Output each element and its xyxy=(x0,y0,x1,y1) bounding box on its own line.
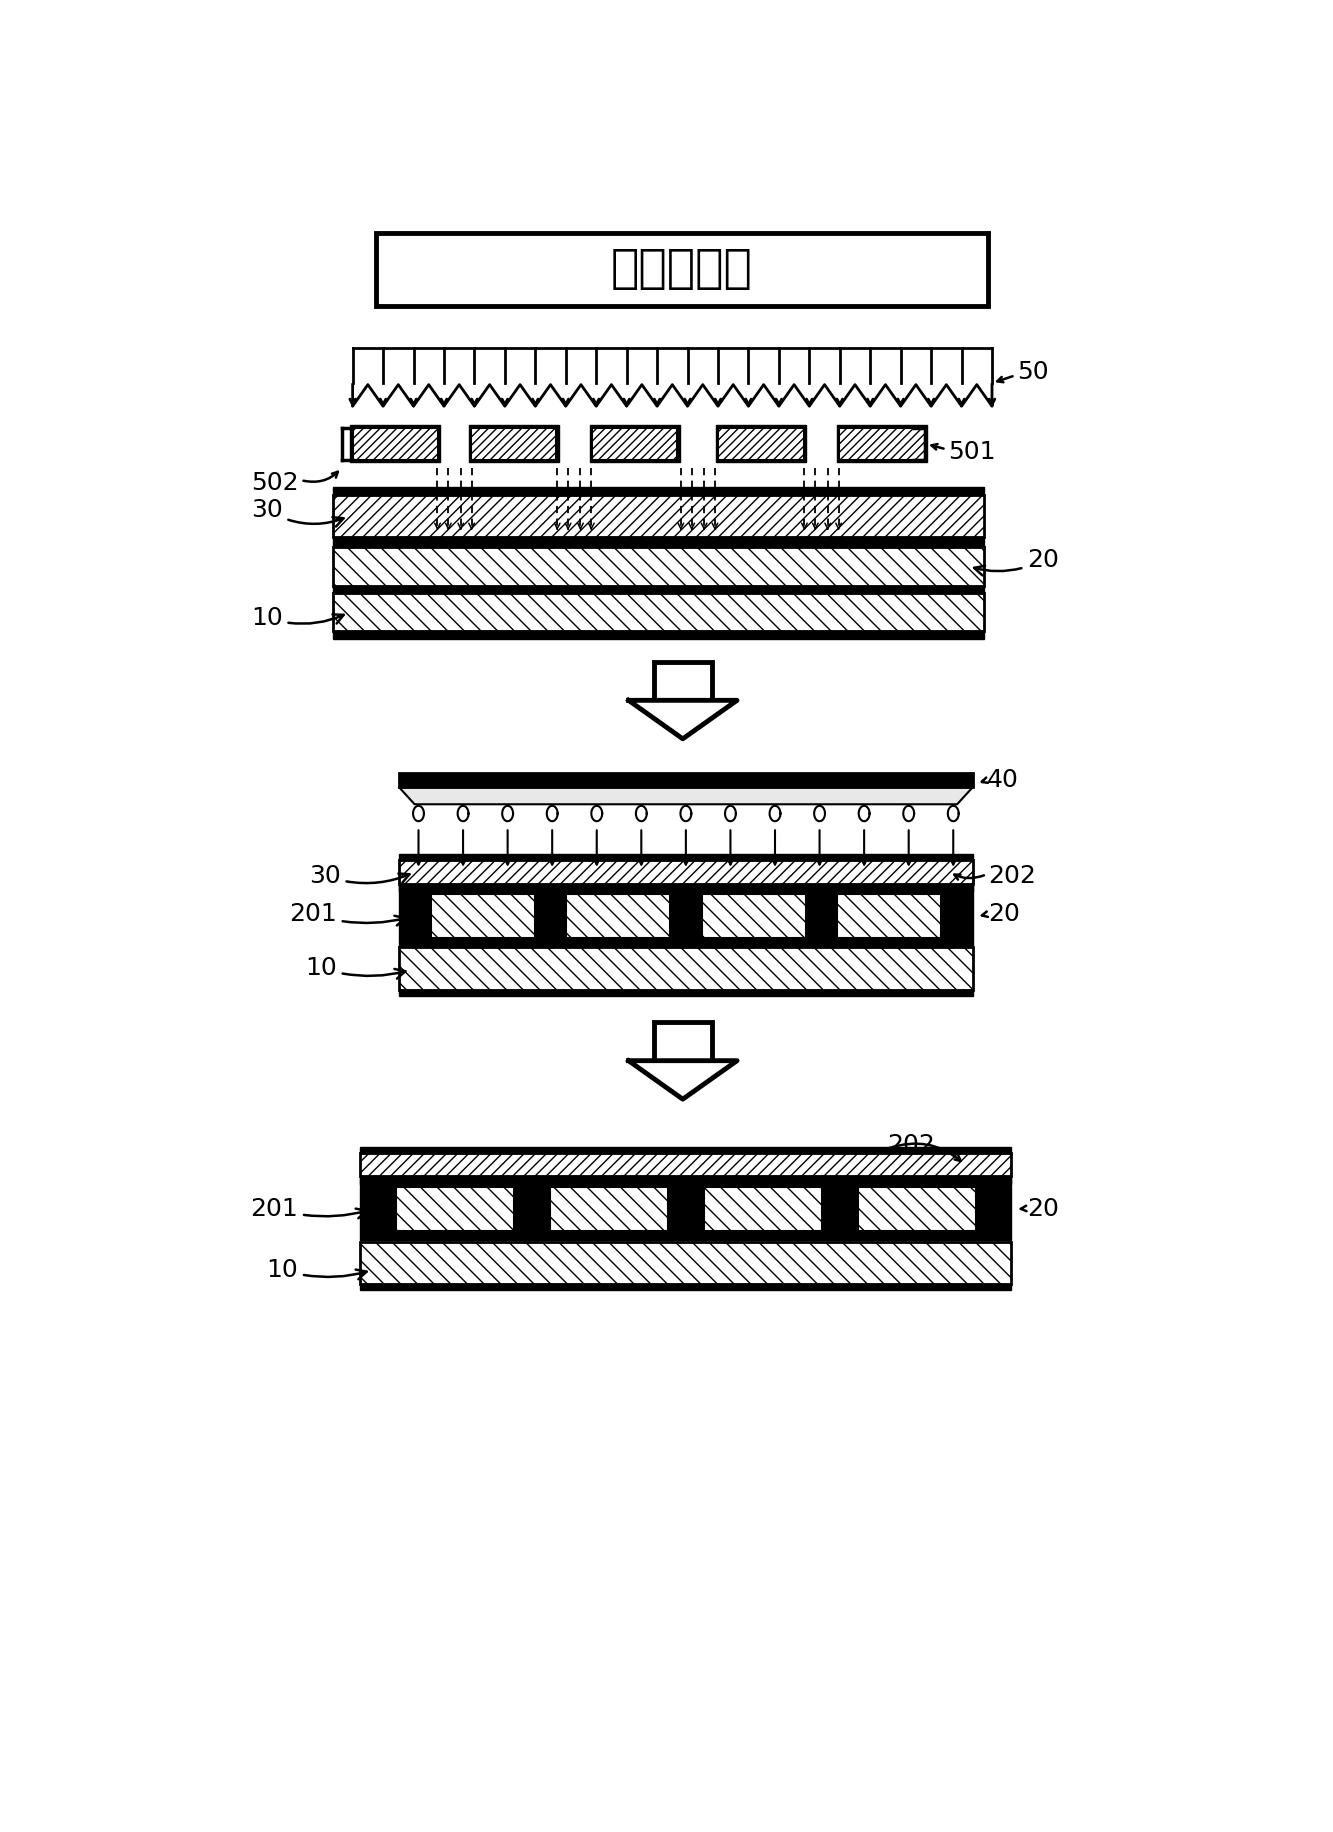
Text: 40: 40 xyxy=(986,768,1018,791)
Text: 50: 50 xyxy=(1017,359,1049,383)
Bar xyxy=(399,773,973,788)
Bar xyxy=(469,425,559,462)
Bar xyxy=(333,630,984,639)
Bar xyxy=(333,495,984,537)
Bar xyxy=(589,425,680,462)
Polygon shape xyxy=(629,1061,737,1099)
Bar xyxy=(399,989,973,997)
Text: 10: 10 xyxy=(305,956,405,980)
Bar xyxy=(471,427,556,460)
Bar xyxy=(360,1176,1012,1183)
Text: 10: 10 xyxy=(251,606,344,630)
Text: 辐射光照射: 辐射光照射 xyxy=(611,247,753,291)
Bar xyxy=(399,942,973,947)
Bar xyxy=(353,427,437,460)
Text: 30: 30 xyxy=(251,498,344,526)
Bar xyxy=(837,425,926,462)
Bar xyxy=(567,894,670,938)
Bar xyxy=(399,883,973,892)
Bar xyxy=(551,1187,668,1231)
Polygon shape xyxy=(629,700,737,738)
Bar xyxy=(837,894,941,938)
Text: 10: 10 xyxy=(267,1259,367,1282)
Bar xyxy=(396,1187,515,1231)
Bar xyxy=(857,1187,976,1231)
Text: 502: 502 xyxy=(251,471,299,495)
Text: 202: 202 xyxy=(888,1134,936,1158)
Bar xyxy=(592,427,677,460)
Bar xyxy=(360,1178,1012,1183)
Bar xyxy=(333,548,984,586)
Text: 201: 201 xyxy=(251,1196,367,1220)
Bar xyxy=(399,861,973,883)
Bar xyxy=(360,1284,1012,1290)
Bar xyxy=(399,892,973,942)
Bar xyxy=(704,1187,821,1231)
Bar xyxy=(653,1022,712,1061)
Bar xyxy=(399,854,973,861)
Bar xyxy=(718,427,804,460)
Text: 202: 202 xyxy=(988,865,1036,889)
Bar xyxy=(360,1183,1012,1235)
Bar xyxy=(701,894,805,938)
Bar xyxy=(333,487,984,495)
Bar xyxy=(840,427,925,460)
Text: 201: 201 xyxy=(289,903,405,927)
Text: 30: 30 xyxy=(309,865,409,889)
Bar xyxy=(653,661,712,700)
Text: 501: 501 xyxy=(948,440,996,463)
Text: 20: 20 xyxy=(988,903,1020,927)
Bar xyxy=(399,887,973,892)
Bar xyxy=(360,1152,1012,1176)
Polygon shape xyxy=(399,788,973,804)
Bar xyxy=(333,537,984,548)
Text: 20: 20 xyxy=(974,548,1058,575)
Bar xyxy=(360,1235,1012,1240)
Bar xyxy=(431,894,535,938)
Bar xyxy=(716,425,806,462)
Bar xyxy=(360,1242,1012,1284)
Bar xyxy=(399,947,973,989)
Bar xyxy=(351,425,440,462)
Bar xyxy=(333,592,984,630)
Text: 20: 20 xyxy=(1026,1196,1058,1220)
Bar xyxy=(360,1147,1012,1152)
Bar xyxy=(333,586,984,592)
Bar xyxy=(376,233,988,306)
